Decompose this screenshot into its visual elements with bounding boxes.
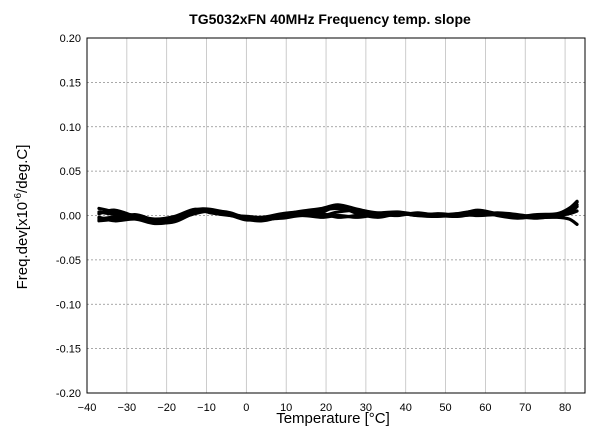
chart-title: TG5032xFN 40MHz Frequency temp. slope (189, 11, 471, 27)
y-axis-title: Freq.dev[x10-6/deg.C] (13, 145, 31, 290)
y-axis-title-exponent: -6 (13, 193, 24, 202)
series-group (97, 199, 579, 226)
x-tick-labels: −40 −30 −20 −10 0 10 20 30 40 50 60 70 80 (78, 402, 572, 414)
y-tick-label: 0.00 (60, 211, 81, 223)
y-tick-label: 0.20 (60, 33, 81, 45)
x-tick-label: 10 (280, 402, 292, 414)
x-tick-label: 20 (320, 402, 332, 414)
plot-area-border (86, 37, 586, 394)
y-tick-label: -0.05 (56, 255, 81, 267)
x-tick-label: 30 (360, 402, 372, 414)
y-tick-label: 0.10 (60, 122, 81, 134)
x-tick-label: 80 (559, 402, 571, 414)
y-tick-label: -0.10 (56, 299, 81, 311)
series-line-3 (97, 203, 579, 221)
y-tick-label: 0.15 (60, 77, 81, 89)
x-axis-title: Temperature [°C] (276, 410, 390, 427)
y-axis-title-suffix: /deg.C] (14, 145, 31, 193)
y-tick-label: -0.20 (56, 388, 81, 400)
x-tick-label: −40 (78, 402, 97, 414)
y-tick-labels: -0.20 -0.15 -0.10 -0.05 0.00 0.05 0.10 0.15 0.20 (56, 33, 81, 400)
x-tick-label: 0 (243, 402, 249, 414)
x-tick-label: 40 (400, 402, 412, 414)
series-line-6 (97, 209, 579, 226)
y-tick-label: 0.05 (60, 166, 81, 178)
y-tick-label: -0.15 (56, 344, 81, 356)
x-tick-label: −30 (118, 402, 137, 414)
y-axis-title-prefix: Freq.dev[x10 (14, 202, 31, 290)
x-tick-label: 60 (479, 402, 491, 414)
x-tick-label: 50 (439, 402, 451, 414)
x-tick-label: 70 (519, 402, 531, 414)
x-tick-label: −20 (157, 402, 176, 414)
x-tick-label: −10 (197, 402, 216, 414)
